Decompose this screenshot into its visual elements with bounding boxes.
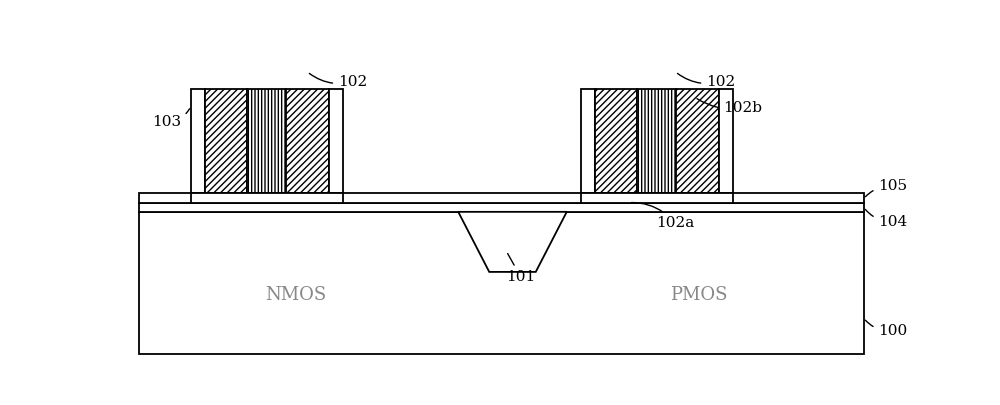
Bar	[191, 193, 343, 202]
Text: 102: 102	[309, 73, 367, 89]
Bar	[191, 90, 205, 193]
Text: 102b: 102b	[697, 99, 762, 115]
Text: 104: 104	[865, 209, 908, 229]
Text: 105: 105	[865, 179, 907, 197]
Text: 101: 101	[506, 254, 536, 284]
Bar	[205, 90, 247, 193]
Text: 100: 100	[865, 320, 908, 338]
Text: PMOS: PMOS	[670, 286, 727, 304]
Text: NMOS: NMOS	[265, 286, 326, 304]
Polygon shape	[458, 212, 567, 272]
Bar	[676, 90, 719, 193]
Bar	[139, 193, 864, 202]
Bar	[719, 90, 733, 193]
Bar	[581, 90, 595, 193]
Bar	[247, 90, 286, 193]
Text: 102: 102	[677, 73, 736, 89]
Bar	[595, 90, 637, 193]
Bar	[139, 212, 864, 354]
Text: 103: 103	[152, 109, 190, 129]
Bar	[286, 90, 329, 193]
Bar	[581, 193, 733, 202]
Text: 102a: 102a	[632, 202, 694, 230]
Bar	[139, 202, 864, 212]
Bar	[637, 90, 676, 193]
Bar	[329, 90, 343, 193]
